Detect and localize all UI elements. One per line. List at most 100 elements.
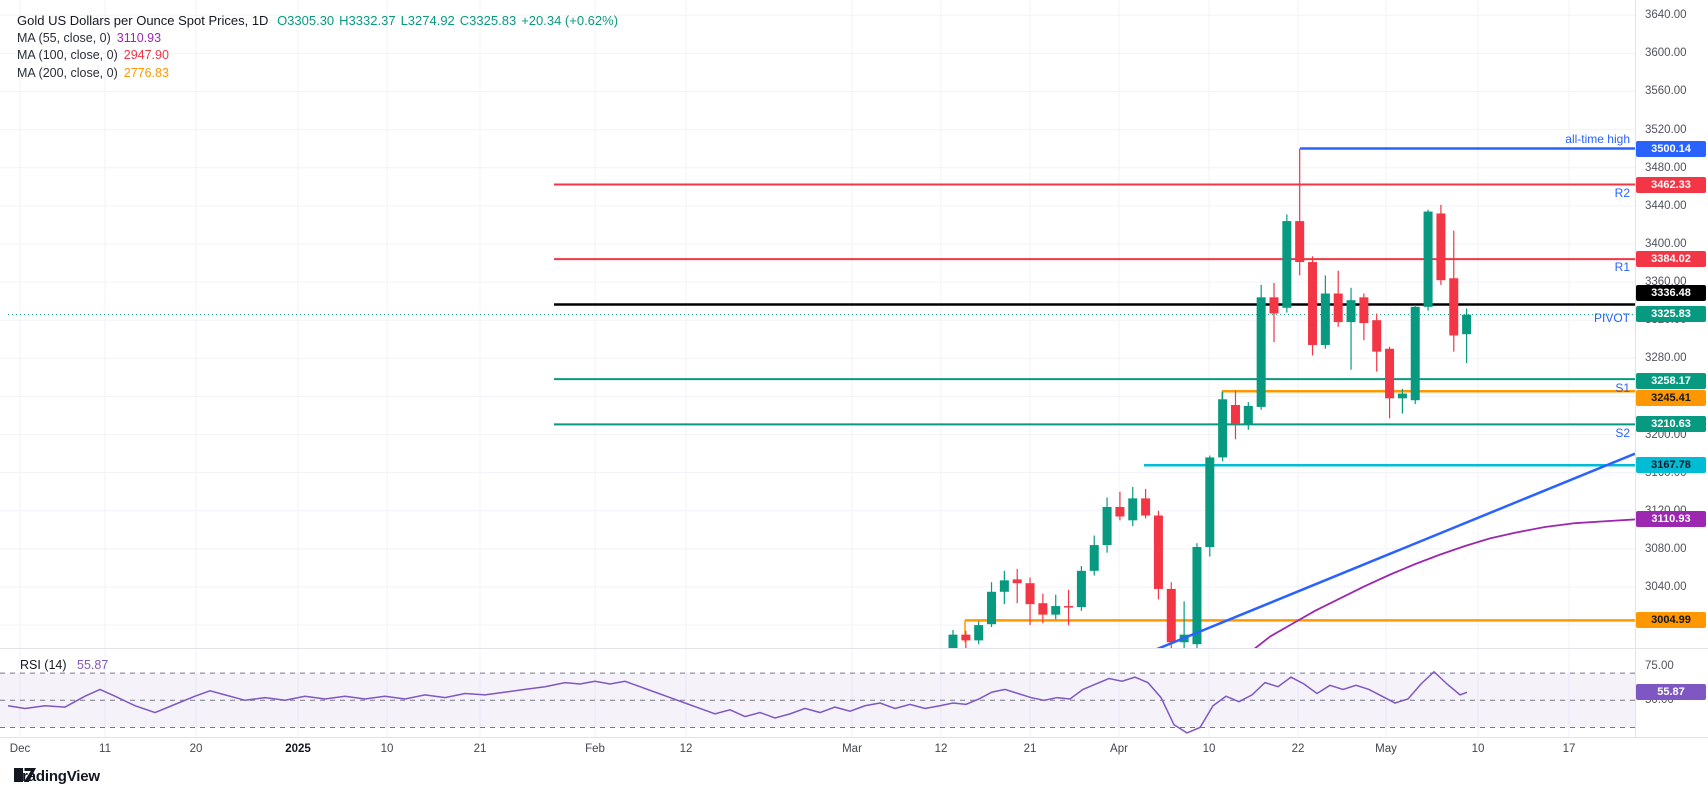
r2-label: R2 (1614, 185, 1630, 200)
level-3245-price-badge: 3245.41 (1636, 390, 1706, 406)
candle-body (1385, 348, 1395, 399)
candle-body (1423, 211, 1433, 307)
candle-body (1102, 506, 1112, 546)
r1-label: R1 (1614, 260, 1630, 275)
time-tick: Apr (1110, 743, 1128, 755)
candle-body (1166, 588, 1176, 643)
time-tick: 17 (1562, 743, 1576, 755)
price-tick: 3080.00 (1645, 542, 1687, 555)
price-tick: 3640.00 (1645, 9, 1687, 22)
rsi-label: RSI (14) (20, 658, 67, 672)
candle-body (1025, 583, 1035, 605)
candle-body (1256, 297, 1266, 407)
candle-body (961, 634, 971, 641)
ma-label: MA (55, close, 0) (17, 30, 111, 45)
candle-body (1012, 579, 1022, 584)
s1-price-badge: 3258.17 (1636, 373, 1706, 389)
candle-series (948, 148, 1472, 649)
ma-value: 2776.83 (123, 65, 169, 80)
r1-price-badge: 3384.02 (1636, 251, 1706, 268)
candle-body (1410, 306, 1420, 401)
all-time-high-label: all-time high (1565, 131, 1630, 146)
candle-body (1192, 546, 1202, 645)
time-tick: May (1375, 743, 1397, 755)
price-tick: 3280.00 (1645, 352, 1687, 365)
price-tick: 3400.00 (1645, 237, 1687, 250)
rsi-tick: 75.00 (1645, 660, 1674, 673)
candle-body (1076, 570, 1086, 608)
s2-price-badge: 3210.63 (1636, 416, 1706, 433)
trendline[interactable] (1155, 452, 1635, 650)
ma55-value-price-badge: 3110.93 (1636, 511, 1706, 528)
pane-separator[interactable] (0, 648, 1708, 649)
time-tick: 11 (99, 743, 111, 755)
rsi-value: 55.87 (77, 658, 109, 672)
tradingview-logo[interactable]: TradingView (14, 768, 100, 785)
ma-legend-row[interactable]: MA (100, close, 0) 2947.90 (17, 47, 618, 65)
candle-body (987, 591, 997, 625)
s2-label: S2 (1615, 426, 1630, 441)
time-tick: 22 (1291, 743, 1305, 755)
candle-body (1128, 498, 1138, 521)
price-tick: 3520.00 (1645, 123, 1687, 136)
time-tick: 21 (1023, 743, 1037, 755)
price-tick: 3560.00 (1645, 85, 1687, 98)
ohlc-value: C3325.83 (459, 13, 517, 28)
price-tick: 3480.00 (1645, 161, 1687, 174)
candle-body (1359, 297, 1369, 324)
candle-body (1372, 320, 1382, 352)
price-tick: 3040.00 (1645, 581, 1687, 593)
tradingview-logo-icon (14, 768, 36, 782)
legend: Gold US Dollars per Ounce Spot Prices, 1… (17, 12, 618, 82)
ma-legend-row[interactable]: MA (200, close, 0) 2776.83 (17, 65, 618, 83)
price-tick: 3600.00 (1645, 47, 1687, 60)
time-tick: Dec (9, 743, 31, 755)
candle-body (1064, 606, 1074, 608)
candle-body (1089, 545, 1099, 571)
ma55-line[interactable] (1253, 518, 1635, 649)
rsi-legend-row[interactable]: RSI (14) 55.87 (20, 658, 108, 672)
level-3004-price-badge: 3004.99 (1636, 612, 1706, 629)
symbol-legend-row[interactable]: Gold US Dollars per Ounce Spot Prices, 1… (17, 12, 618, 30)
candle-body (1218, 399, 1228, 458)
time-tick: 2025 (285, 743, 311, 755)
candle-body (1436, 213, 1446, 281)
pivot-label: PIVOT (1593, 311, 1630, 326)
candle-body (1462, 314, 1472, 335)
s1-label: S1 (1615, 381, 1630, 396)
candle-body (1333, 293, 1343, 323)
level-3167-price-badge: 3167.78 (1636, 457, 1706, 474)
ma-label: MA (100, close, 0) (17, 48, 118, 62)
candle-body (1243, 405, 1253, 425)
last-price-price-badge: 3325.83 (1636, 306, 1706, 322)
all-time-high-price-badge: 3500.14 (1636, 140, 1706, 157)
candle-body (1308, 262, 1318, 345)
time-tick: 20 (189, 743, 203, 755)
symbol-title: Gold US Dollars per Ounce Spot Prices, 1… (17, 13, 269, 28)
ohlc-value: L3274.92 (400, 13, 455, 28)
candle-body (1115, 506, 1125, 517)
candle-body (1051, 606, 1061, 615)
time-axis-border (0, 737, 1708, 738)
candle-body (1282, 221, 1292, 308)
candle-body (1295, 221, 1305, 263)
candle-body (1320, 293, 1330, 345)
ma-label: MA (200, close, 0) (17, 65, 118, 80)
candle-body (1038, 603, 1048, 615)
time-tick: Mar (842, 743, 862, 755)
candle-body (1397, 393, 1407, 399)
time-tick: 12 (934, 743, 948, 755)
ma-value: 2947.90 (123, 48, 169, 62)
candle-body (1141, 498, 1151, 516)
pivot-price-badge: 3336.48 (1636, 285, 1706, 301)
price-tick: 3440.00 (1645, 199, 1687, 212)
candle-body (948, 634, 958, 649)
candle-body (1346, 300, 1356, 323)
ohlc-value: +20.34 (+0.62%) (521, 13, 619, 28)
ma-value: 3110.93 (116, 30, 162, 45)
rsi-line[interactable] (7, 670, 1468, 734)
time-tick: 21 (473, 743, 487, 755)
ma-legend-row[interactable]: MA (55, close, 0) 3110.93 (17, 30, 618, 48)
